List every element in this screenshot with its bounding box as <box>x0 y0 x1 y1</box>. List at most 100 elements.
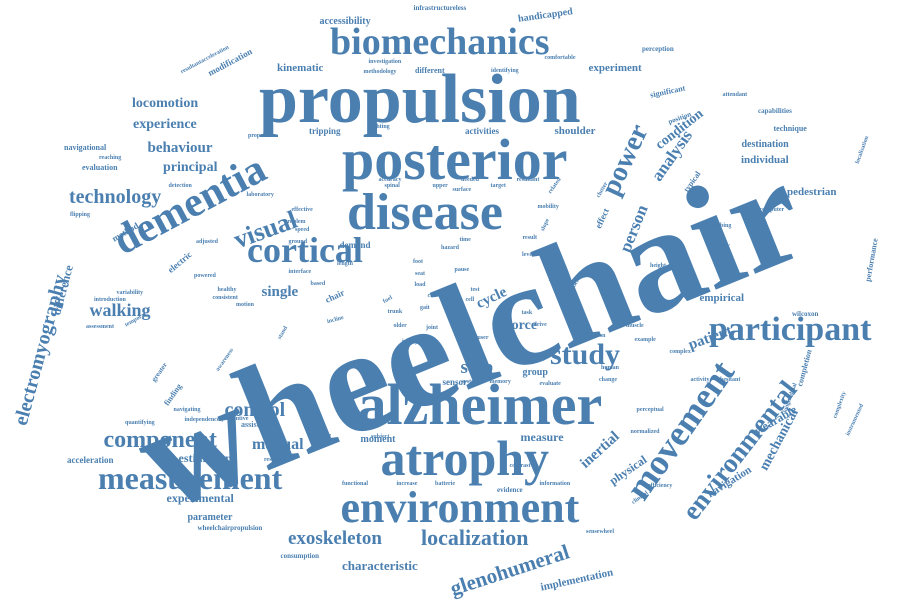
word-healthy: healthy <box>217 287 237 293</box>
word-computer: computer <box>759 207 785 213</box>
word-sensor: sensor <box>442 376 468 387</box>
word-batterie: batterie <box>435 481 455 487</box>
word-sensewheel: sensewheel <box>586 529 614 535</box>
word-task: task <box>521 310 533 316</box>
word-information: information <box>539 481 571 487</box>
word-target: target <box>490 183 506 189</box>
word-cell: cell <box>465 297 475 303</box>
word-reaching: reaching <box>99 155 122 161</box>
word-measurement: measurement <box>98 460 283 496</box>
word-step: step <box>460 356 494 378</box>
word-human: human <box>601 365 620 371</box>
word-electric: electric <box>165 248 194 275</box>
word-accuracy: accuracy <box>378 177 402 183</box>
word-cue: cue <box>427 293 437 299</box>
word-experiment: experiment <box>588 61 642 74</box>
word-activity: activity <box>690 377 710 383</box>
word-subject: subject <box>371 434 390 440</box>
word-consumption: consumption <box>280 551 320 560</box>
word-drive: drive <box>533 322 547 328</box>
word-experimental: experimental <box>166 491 234 505</box>
word-foot: foot <box>413 259 423 265</box>
word-assessment: assessment <box>86 324 114 330</box>
word-tripping: tripping <box>309 125 341 136</box>
word-evaluation: evaluation <box>82 163 118 172</box>
word-change: change <box>599 377 617 383</box>
word-technique: technique <box>773 124 807 133</box>
word-wheelchairpropulsion: wheelchairpropulsion <box>197 523 263 532</box>
word-pedestrian: pedestrian <box>787 185 837 198</box>
word-problem: problem <box>284 219 306 225</box>
word-activities: activities <box>465 125 499 136</box>
word-assist: assist <box>401 375 415 381</box>
word-experience: experience <box>133 117 197 132</box>
word-resultant: resultant <box>516 177 540 183</box>
word-speed: speed <box>295 227 310 233</box>
word-load: load <box>414 282 426 288</box>
word-trunk: trunk <box>387 309 403 315</box>
word-infrastructureless: infrastructureless <box>413 3 467 12</box>
word-interface: interface <box>288 269 312 275</box>
word-biomechanics: biomechanics <box>330 21 550 63</box>
word-performance: performance <box>863 237 880 283</box>
word-joint: joint <box>426 325 438 331</box>
word-attendant: attendant <box>722 92 748 98</box>
word-exoskeleton: exoskeleton <box>288 527 382 549</box>
word-injury: injury <box>402 339 419 345</box>
word-complex: complex <box>669 349 691 355</box>
word-hazard: hazard <box>441 245 459 251</box>
word-shadow: shadow <box>710 243 730 249</box>
word-powered: powered <box>194 273 216 279</box>
word-localisation: localisation <box>854 135 870 165</box>
word-implementation: implementation <box>539 565 615 594</box>
word-length: length <box>337 261 354 267</box>
word-posterior: posterior <box>342 127 568 192</box>
word-evaluate: evaluate <box>539 381 561 387</box>
word-force: force <box>507 318 538 333</box>
word-component: component <box>103 427 217 453</box>
word-seat: seat <box>415 271 425 277</box>
word-completion: completion <box>795 348 814 388</box>
word-vision: vision <box>590 333 606 339</box>
word-assistive: assistive <box>241 420 269 429</box>
word-needed: needed <box>461 177 479 183</box>
word-disease: disease <box>347 184 503 241</box>
word-user: user <box>477 335 489 341</box>
word-participant: participant <box>709 311 872 348</box>
word-older: older <box>393 323 407 329</box>
word-functional: functional <box>342 481 369 487</box>
word-behaviour: behaviour <box>147 139 213 156</box>
word-characteristic: characteristic <box>342 557 418 573</box>
word-height: height <box>650 263 667 269</box>
word-demand: demand <box>339 239 371 250</box>
word-propelled: propelled <box>248 133 273 139</box>
word-response: response <box>264 457 287 463</box>
word-technology: technology <box>69 186 162 208</box>
word-capabilities: capabilities <box>758 106 792 115</box>
word-normalized: normalized <box>630 429 660 435</box>
word-moment: moment <box>360 434 396 445</box>
word-locomotion: locomotion <box>132 96 199 111</box>
word-upper: upper <box>432 183 448 189</box>
word-calculate: calculate <box>308 433 332 439</box>
word-quantifying: quantifying <box>125 420 155 426</box>
word-ground: ground <box>288 239 308 245</box>
word-significant: significant <box>649 83 687 100</box>
word-destination: destination <box>741 139 789 150</box>
word-test: test <box>470 287 480 293</box>
word-acceleration: acceleration <box>67 454 114 465</box>
word-independence: independence <box>184 417 220 423</box>
word-perceptual: perceptual <box>636 407 664 413</box>
word-measure: measure <box>520 430 564 444</box>
word-individual: individual <box>741 153 789 166</box>
word-accessibility: accessibility <box>319 16 371 27</box>
word-instrumented: instrumented <box>845 403 866 437</box>
word-cortical: cortical <box>247 230 363 270</box>
word-navigating: navigating <box>173 407 201 413</box>
word-variability: variability <box>116 290 144 296</box>
word-rank: rank <box>502 327 515 333</box>
word-identifying: identifying <box>491 68 519 74</box>
word-system: system <box>461 379 479 385</box>
word-based: based <box>310 281 326 287</box>
